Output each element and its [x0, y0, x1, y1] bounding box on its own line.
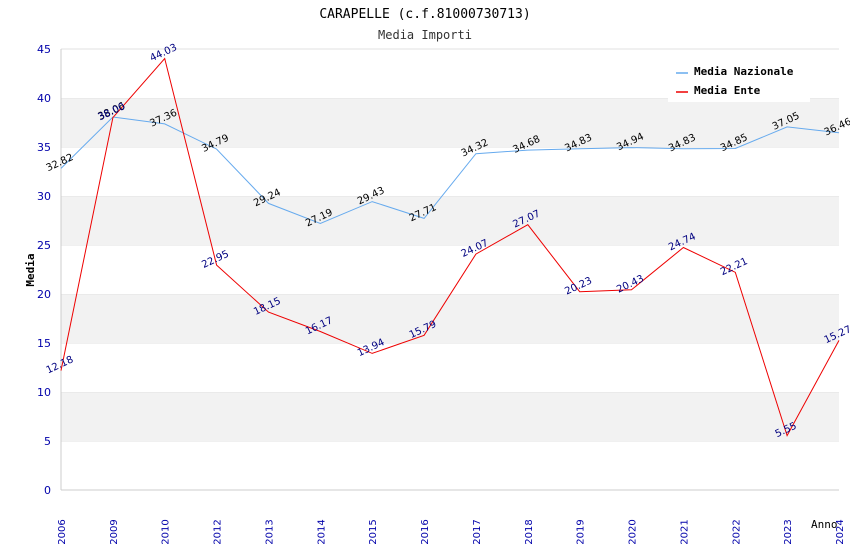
x-axis-label: Anno [811, 518, 838, 531]
legend-box [668, 60, 810, 102]
x-tick-label: 2018 [524, 519, 535, 544]
x-tick-label: 2022 [731, 519, 742, 544]
x-tick-label: 2024 [835, 519, 846, 544]
chart-title: CARAPELLE (c.f.81000730713) [319, 7, 530, 22]
y-tick-label: 0 [44, 484, 51, 497]
x-tick-label: 2010 [161, 519, 172, 544]
x-tick-label: 2012 [213, 519, 224, 544]
x-tick-label: 2021 [679, 519, 690, 544]
grid-band [61, 245, 839, 294]
series-line-media-ente [60, 57, 840, 437]
axes [60, 49, 839, 491]
x-tick-label: 2013 [264, 519, 275, 544]
y-tick-label: 15 [37, 337, 51, 350]
grid-bands [61, 48, 839, 490]
y-axis-label: Media [24, 253, 37, 286]
x-tick-label: 2014 [316, 519, 327, 544]
y-tick-label: 45 [37, 43, 51, 56]
chart-subtitle: Media Importi [378, 28, 472, 42]
y-tick-label: 35 [37, 141, 51, 154]
y-tick-label: 30 [37, 190, 51, 203]
grid-band [61, 294, 839, 343]
grid-band [61, 392, 839, 441]
y-tick-label: 5 [44, 435, 51, 448]
grid-band [61, 98, 839, 147]
x-tick-label: 2009 [109, 519, 120, 544]
grid-band [61, 196, 839, 245]
x-tick-label: 2020 [628, 519, 639, 544]
y-tick-labels: 0 5 10 15 20 25 30 35 40 45 [37, 43, 51, 497]
series-line-media-nazionale [60, 116, 840, 225]
grid-band [61, 147, 839, 196]
legend: Media Nazionale Media Ente [668, 60, 810, 102]
y-tick-label: 10 [37, 386, 51, 399]
x-tick-label: 2016 [420, 519, 431, 544]
y-tick-label: 40 [37, 92, 51, 105]
legend-label-media-ente: Media Ente [694, 84, 761, 97]
x-tick-label: 2017 [472, 519, 483, 544]
series-group [60, 57, 840, 437]
grid-band [61, 441, 839, 490]
y-tick-label: 20 [37, 288, 51, 301]
x-tick-labels: 2006 2009 2010 2012 2013 2014 2015 2016 2017 2018… [57, 519, 846, 544]
legend-label-media-nazionale: Media Nazionale [694, 65, 794, 78]
y-tick-label: 25 [37, 239, 51, 252]
x-tick-label: 2019 [576, 519, 587, 544]
x-tick-label: 2015 [368, 519, 379, 544]
x-tick-label: 2006 [57, 519, 68, 544]
x-tick-label: 2023 [783, 519, 794, 544]
grid-band [61, 343, 839, 392]
